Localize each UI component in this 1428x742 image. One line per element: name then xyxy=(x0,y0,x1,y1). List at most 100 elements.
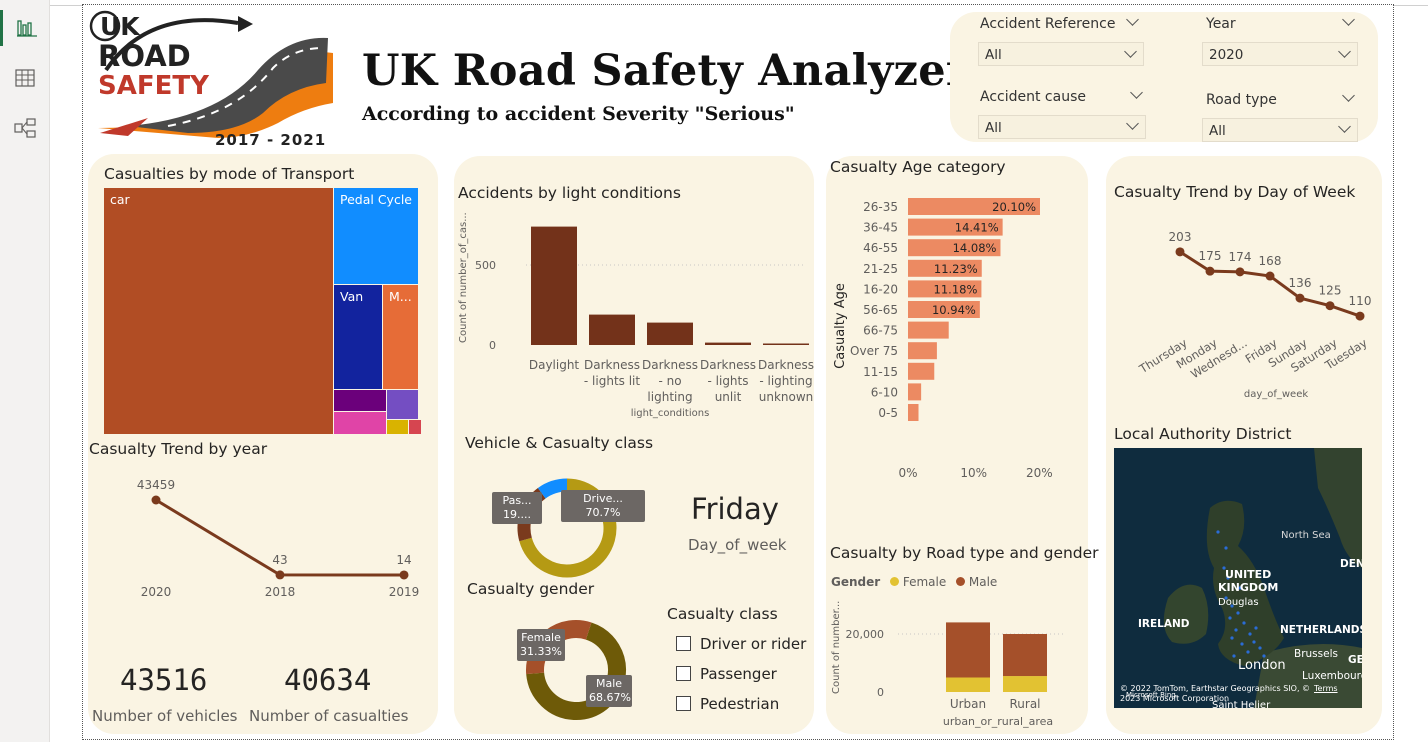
x-tick-label: Darkness xyxy=(584,358,640,372)
age-tick-label: 46-55 xyxy=(863,241,898,255)
age-bar xyxy=(908,321,949,339)
y-tick-label: 0 xyxy=(877,686,884,699)
transport-treemap[interactable]: car Pedal Cycle Van M... xyxy=(104,188,421,434)
map-credit: © 2022 TomTom, Earthstar Geographics SIO… xyxy=(1120,684,1311,703)
treemap-tile[interactable] xyxy=(409,420,421,434)
x-axis-title: urban_or_rural_area xyxy=(943,715,1053,728)
age-category-chart[interactable]: 26-35 20.10% 36-45 14.41% 46-55 14.08% 21-25 11… xyxy=(826,190,1088,490)
y-tick-label: 500 xyxy=(475,259,496,272)
kpi-vehicles-value: 43516 xyxy=(120,663,208,697)
dow-data-label: 136 xyxy=(1289,276,1312,290)
report-view-button[interactable] xyxy=(0,10,50,46)
age-bar xyxy=(908,383,922,401)
age-data-label: 11.18% xyxy=(934,282,978,296)
day-card-label: Day_of_week xyxy=(688,536,787,554)
slicer-dropdown[interactable]: All xyxy=(978,42,1144,66)
treemap-tile[interactable]: car xyxy=(104,188,333,434)
age-tick-label: 6-10 xyxy=(871,385,898,399)
map-label-denmark: DEN xyxy=(1340,558,1362,570)
district-map[interactable]: North Sea UNITED KINGDOM Douglas IRELAND … xyxy=(1114,448,1362,708)
option-pedestrian-label[interactable]: Pedestrian xyxy=(700,695,780,713)
age-title: Casualty Age category xyxy=(830,158,1006,176)
age-bar xyxy=(908,342,937,360)
road-bar-segment xyxy=(946,677,990,692)
age-data-label: 14.41% xyxy=(955,221,999,235)
data-view-button[interactable] xyxy=(0,60,50,96)
age-tick-label: 36-45 xyxy=(863,221,898,235)
age-tick-label: Over 75 xyxy=(850,344,898,358)
class-slicer-title: Casualty class xyxy=(667,605,778,623)
dow-data-label: 125 xyxy=(1319,284,1342,298)
year-data-label: 43459 xyxy=(137,478,175,492)
road-safety-logo: UK ROAD SAFETY 2017 - 2021 xyxy=(88,8,338,150)
page-subtitle: According to accident Severity "Serious" xyxy=(362,103,795,125)
map-label-north-sea: North Sea xyxy=(1281,530,1331,541)
slicer-label: Year xyxy=(1206,16,1236,32)
x-tick-label: 10% xyxy=(960,466,987,480)
x-tick-label: Darkness xyxy=(758,358,814,372)
treemap-tile[interactable] xyxy=(334,390,386,411)
road-gender-title: Casualty by Road type and gender xyxy=(830,544,1099,562)
treemap-tile[interactable]: Van xyxy=(334,285,382,389)
age-bar xyxy=(908,259,982,277)
map-terms-link[interactable]: Terms xyxy=(1314,684,1338,693)
age-data-label: 10.94% xyxy=(932,303,976,317)
checkbox-pedestrian[interactable] xyxy=(676,696,691,711)
light-class-card xyxy=(454,156,814,734)
dow-trend-chart[interactable]: 203Thursday175Monday174Wednesd...168Frid… xyxy=(1110,215,1378,405)
slicer-label: Accident cause xyxy=(980,89,1086,105)
treemap-tile[interactable] xyxy=(387,420,408,434)
dow-title: Casualty Trend by Day of Week xyxy=(1114,183,1356,201)
age-bar xyxy=(908,404,919,421)
gender-title: Casualty gender xyxy=(467,580,595,598)
legend-male: Male xyxy=(968,575,998,589)
light-bar xyxy=(763,343,809,345)
y-axis-title: Casualty Age xyxy=(833,283,848,369)
vehicle-class-title: Vehicle & Casualty class xyxy=(465,434,654,452)
light-bar xyxy=(589,314,635,345)
x-tick-label: - no xyxy=(658,374,681,388)
age-data-label: 14.08% xyxy=(953,241,997,255)
model-view-button[interactable] xyxy=(0,110,50,146)
light-bar xyxy=(647,322,693,345)
year-trend-chart[interactable]: 43459 2020 43 2018 14 2019 xyxy=(104,470,434,610)
dow-point xyxy=(1265,271,1275,281)
road-gender-chart[interactable]: 0 20,000 Urban Rural Count of number... urban… xyxy=(826,596,1088,730)
day-card-value: Friday xyxy=(691,492,779,526)
age-data-label: 20.10% xyxy=(992,200,1036,214)
option-driver-label[interactable]: Driver or rider xyxy=(700,635,807,653)
option-passenger-label[interactable]: Passenger xyxy=(700,665,777,683)
logo-road: ROAD xyxy=(98,39,191,73)
slicer-dropdown[interactable]: All xyxy=(978,115,1146,139)
map-label-germany: GE xyxy=(1348,654,1362,666)
x-tick-label: - lighting xyxy=(759,374,812,388)
age-tick-label: 16-20 xyxy=(863,282,898,296)
treemap-tile[interactable] xyxy=(334,412,386,434)
tooltip-passenger: Pas... 19.... xyxy=(492,492,542,524)
year-point xyxy=(151,495,161,505)
treemap-tile[interactable]: Pedal Cycle xyxy=(334,188,418,284)
dow-data-label: 175 xyxy=(1199,249,1222,263)
table-icon xyxy=(15,69,35,87)
year-data-label: 43 xyxy=(272,553,287,567)
slicer-dropdown[interactable]: All xyxy=(1202,118,1358,142)
legend-female: Female xyxy=(902,575,947,589)
dow-data-label: 174 xyxy=(1229,250,1252,264)
light-bar xyxy=(705,342,751,345)
slicer-dropdown[interactable]: 2020 xyxy=(1202,42,1358,66)
model-icon xyxy=(14,118,36,138)
dow-data-label: 168 xyxy=(1259,254,1282,268)
treemap-tile[interactable]: M... xyxy=(383,285,418,389)
treemap-tile[interactable] xyxy=(387,390,418,419)
map-label-brussels: Brussels xyxy=(1294,648,1338,660)
logo-safety: SAFETY xyxy=(98,71,209,101)
age-tick-label: 21-25 xyxy=(863,262,898,276)
checkbox-driver[interactable] xyxy=(676,636,691,651)
y-tick-label: 20,000 xyxy=(846,628,885,641)
slicer-label: Accident Reference xyxy=(980,16,1116,32)
checkbox-passenger[interactable] xyxy=(676,666,691,681)
year-tick-label: 2018 xyxy=(265,585,296,599)
x-tick-label: Urban xyxy=(950,697,986,711)
age-bar xyxy=(908,301,980,318)
